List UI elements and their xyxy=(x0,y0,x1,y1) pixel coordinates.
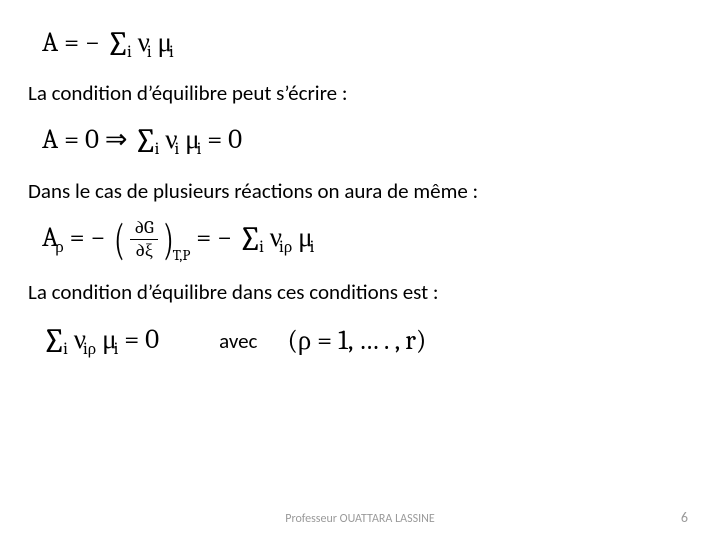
text-line-3: La condition d’équilibre dans ces condit… xyxy=(28,279,692,306)
avec-label: avec xyxy=(219,328,257,354)
equation-3: Aρ = − (∂G∂ξ)T,P = − ∑i νiρ μi xyxy=(42,217,692,266)
footer-author: Professeur OUATTARA LASSINE xyxy=(0,512,720,526)
equation-4b: (ρ = 1, … . , r) xyxy=(287,323,426,358)
text-line-2: Dans le cas de plusieurs réactions on au… xyxy=(28,178,692,205)
equation-2: A = 0 ⇒ ∑i νi μi = 0 xyxy=(42,119,692,163)
equation-4-row: ∑i νiρ μi = 0 avec (ρ = 1, … . , r) xyxy=(28,319,692,363)
page-number: 6 xyxy=(681,509,688,526)
equation-4a: ∑i νiρ μi = 0 xyxy=(42,319,159,363)
text-line-1: La condition d’équilibre peut s’écrire : xyxy=(28,80,692,107)
equation-1: A = − ∑i νi μi xyxy=(42,22,692,66)
slide-content: A = − ∑i νi μi La condition d’équilibre … xyxy=(0,0,720,363)
